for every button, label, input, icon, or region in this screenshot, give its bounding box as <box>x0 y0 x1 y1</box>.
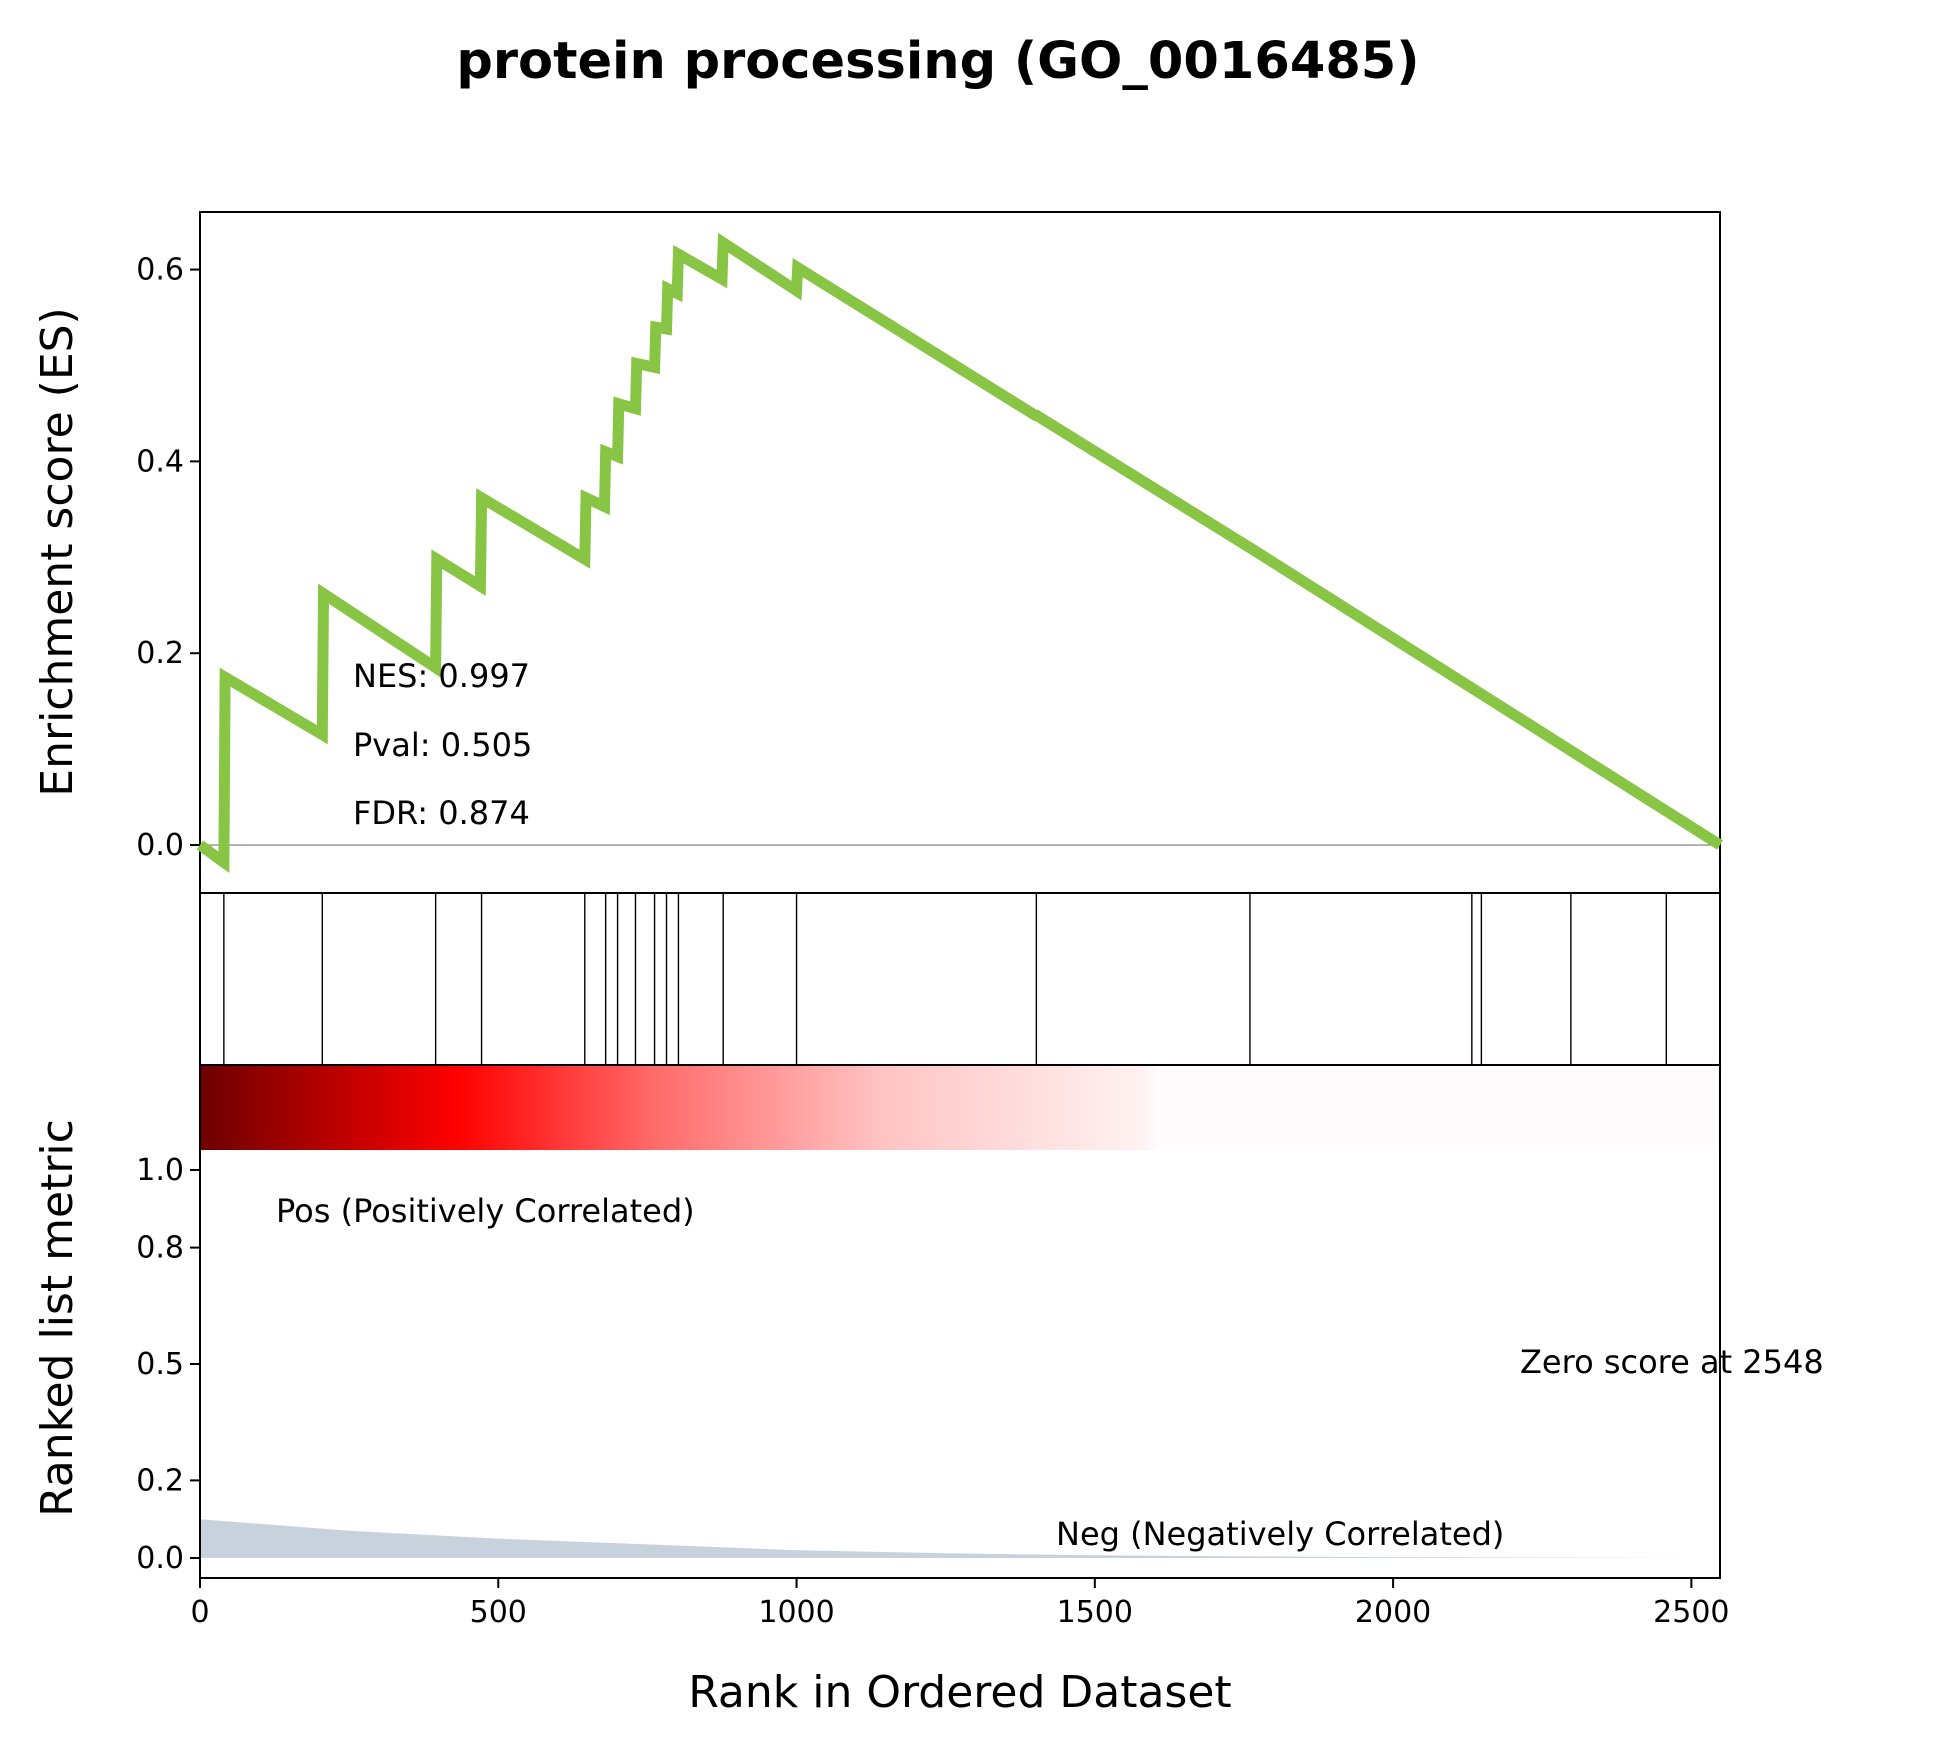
rank-y-tick-label: 0.2 <box>136 1463 184 1498</box>
es-y-tick-label: 0.4 <box>136 444 184 479</box>
rank-panel-frame <box>199 1064 1721 1579</box>
es-y-tick-label: 0.0 <box>136 828 184 863</box>
es-panel-frame <box>199 211 1721 894</box>
es-panel: 0.0 0.2 0.4 0.6 NES: 0.997 Pval: 0.505 FDR:… <box>32 211 1723 894</box>
rank-y-axis-label: Ranked list metric <box>32 1119 83 1517</box>
es-y-ticks: 0.0 0.2 0.4 0.6 <box>136 253 200 863</box>
chart-title: protein processing (GO_0016485) <box>456 32 1419 91</box>
x-axis-label: Rank in Ordered Dataset <box>688 1667 1231 1718</box>
zero-score-label: Zero score at 2548 <box>1520 1343 1824 1381</box>
x-tick-label: 2500 <box>1653 1595 1729 1630</box>
es-y-tick-label: 0.6 <box>136 253 184 288</box>
neg-label: Neg (Negatively Correlated) <box>1056 1515 1504 1553</box>
x-tick-label: 1000 <box>758 1595 834 1630</box>
es-y-tick-label: 0.2 <box>136 636 184 671</box>
rank-y-ticks: 0.0 0.2 0.5 0.8 1.0 <box>136 1153 200 1576</box>
hit-lines <box>223 893 1668 1065</box>
rank-y-tick-label: 0.0 <box>136 1541 184 1576</box>
pval-stat: Pval: 0.505 <box>353 726 532 764</box>
x-axis-ticks: 0 500 1000 1500 2000 2500 <box>190 1578 1730 1630</box>
rank-y-tick-label: 0.8 <box>136 1231 184 1266</box>
hits-panel <box>199 892 1721 1066</box>
x-tick-label: 1500 <box>1057 1595 1133 1630</box>
x-tick-label: 0 <box>190 1595 209 1630</box>
es-curve-line <box>196 232 1723 874</box>
pos-label: Pos (Positively Correlated) <box>276 1192 695 1230</box>
x-tick-label: 500 <box>470 1595 527 1630</box>
es-y-axis-label: Enrichment score (ES) <box>32 307 83 796</box>
rank-panel: 0.0 0.2 0.5 0.8 1.0 Pos (Positively Correlat… <box>32 1064 1824 1579</box>
x-tick-label: 2000 <box>1355 1595 1431 1630</box>
rank-heat-bar <box>200 1065 1720 1150</box>
hits-panel-frame <box>199 892 1721 1066</box>
ranked-metric-area <box>200 1519 1720 1558</box>
rank-y-tick-label: 1.0 <box>136 1153 184 1188</box>
nes-stat: NES: 0.997 <box>353 657 530 695</box>
rank-y-tick-label: 0.5 <box>136 1347 184 1382</box>
fdr-stat: FDR: 0.874 <box>353 794 530 832</box>
